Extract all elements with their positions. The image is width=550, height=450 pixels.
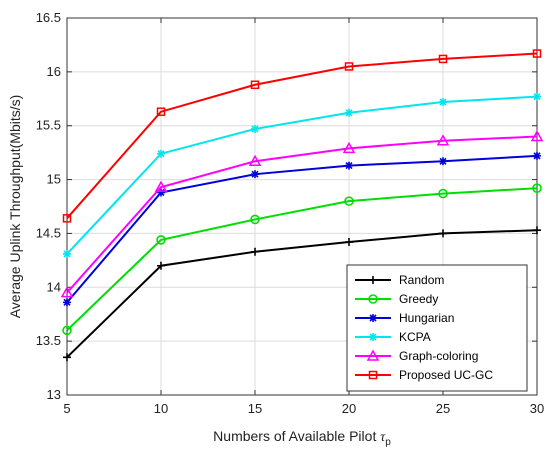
legend-label: KCPA	[399, 330, 431, 344]
data-point	[436, 134, 450, 146]
data-point	[368, 294, 378, 304]
series-hungarian	[63, 151, 541, 307]
data-point	[250, 214, 260, 225]
data-point	[533, 151, 541, 160]
series-line	[66, 52, 538, 220]
x-tick-label: 5	[63, 401, 70, 416]
data-point	[533, 226, 541, 235]
data-point	[62, 214, 72, 223]
data-point	[60, 286, 74, 298]
data-point	[63, 249, 71, 258]
data-point	[62, 325, 72, 336]
y-tick-label: 14	[47, 279, 61, 294]
legend-entry: Random	[355, 273, 444, 287]
data-point	[369, 314, 377, 322]
legend-label: Hungarian	[399, 311, 454, 325]
series-line	[66, 95, 538, 255]
x-tick-label: 20	[342, 401, 356, 416]
data-point	[345, 108, 353, 117]
series-line	[66, 229, 538, 359]
data-point	[369, 276, 377, 284]
data-point	[251, 124, 259, 133]
x-axis-label-text: Numbers of Available Pilot	[213, 428, 380, 444]
series-kcpa	[63, 92, 541, 258]
series-graph-coloring	[60, 129, 544, 298]
series-line	[66, 187, 538, 332]
x-tick-label: 15	[248, 401, 262, 416]
data-point	[251, 170, 259, 179]
data-point	[439, 98, 447, 107]
data-point	[530, 129, 544, 142]
y-tick-label: 16.5	[36, 10, 61, 25]
data-point	[154, 180, 168, 192]
series-line	[66, 154, 538, 304]
series-random	[63, 226, 541, 362]
data-point	[157, 188, 165, 197]
y-tick-label: 15	[47, 172, 61, 187]
data-point	[344, 196, 354, 206]
legend-label: Greedy	[399, 292, 438, 306]
data-point	[438, 188, 448, 199]
legend-entry: Graph-coloring	[355, 349, 478, 363]
legend-label: Random	[399, 273, 444, 287]
data-point	[156, 107, 166, 116]
y-tick-label: 15.5	[36, 118, 61, 133]
data-point	[439, 229, 447, 238]
y-tick-label: 13	[47, 387, 61, 402]
data-point	[533, 92, 541, 101]
y-axis-label: Average Uplink Throughput(Mbits/s)	[7, 95, 23, 319]
x-axis-label: Numbers of Available Pilot τp	[213, 428, 391, 448]
data-point	[248, 154, 262, 167]
legend-label: Proposed UC-GC	[399, 368, 493, 382]
legend-entry: Greedy	[355, 292, 438, 306]
data-point	[63, 298, 71, 307]
data-point	[157, 149, 165, 158]
legend: Random Greedy Hungarian KCPA Graph-coloring P…	[346, 264, 528, 392]
data-point	[345, 238, 353, 247]
x-tick-label: 10	[154, 401, 168, 416]
legend-entry: KCPA	[355, 330, 431, 344]
data-point	[366, 349, 380, 361]
legend-entry: Proposed UC-GC	[355, 368, 493, 382]
series-line	[66, 135, 538, 294]
y-tick-label: 16	[47, 64, 61, 79]
x-axis-label-symbol: τ	[380, 430, 386, 445]
data-series	[60, 49, 544, 362]
data-point	[369, 333, 377, 341]
data-point	[532, 183, 542, 193]
x-tick-label: 30	[530, 401, 544, 416]
data-point	[438, 54, 448, 64]
series-proposed-uc-gc	[62, 49, 542, 223]
legend-entry: Hungarian	[355, 311, 454, 325]
x-axis-label-subscript: p	[385, 437, 391, 448]
legend-box	[346, 264, 528, 392]
data-point	[532, 49, 542, 58]
plot-frame	[66, 17, 538, 396]
data-point	[342, 141, 356, 154]
x-tick-label: 25	[436, 401, 450, 416]
y-tick-label: 14.5	[36, 225, 61, 240]
y-tick-label: 13.5	[36, 333, 61, 348]
series-greedy	[62, 183, 542, 336]
legend-label: Graph-coloring	[399, 349, 478, 363]
data-point	[251, 247, 259, 256]
data-point	[63, 353, 71, 362]
data-point	[157, 261, 165, 270]
data-point	[250, 80, 260, 90]
data-point	[345, 161, 353, 170]
data-point	[439, 157, 447, 166]
data-point	[156, 235, 166, 245]
data-point	[368, 370, 378, 380]
data-point	[344, 62, 354, 71]
axis-ticks: 5 10 15 20 25 30 13 13.5 14 14.5 15 15.5 16 16.5	[36, 10, 545, 416]
